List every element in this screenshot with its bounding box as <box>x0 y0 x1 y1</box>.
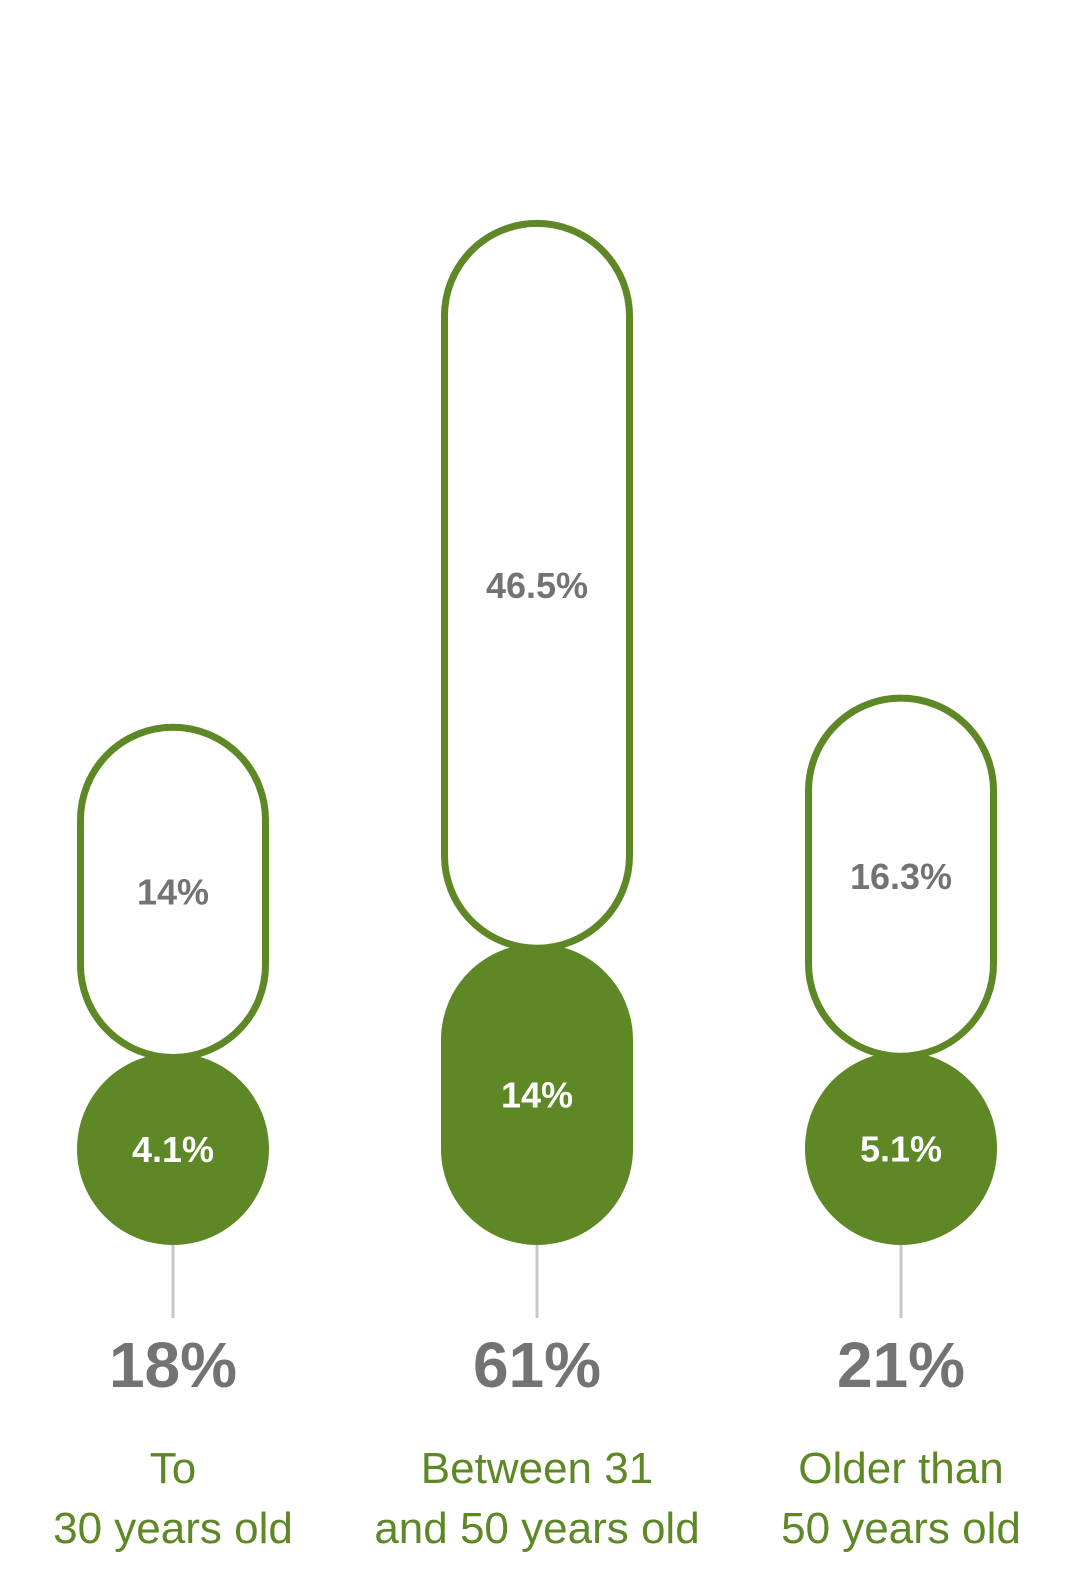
total-label: 18% <box>109 1329 237 1401</box>
filled-pill <box>441 943 633 1245</box>
outline-pill <box>77 723 269 1061</box>
category-label: and 50 years old <box>374 1504 699 1553</box>
category-label: To <box>150 1444 196 1493</box>
filled-value-label: 14% <box>501 1074 573 1115</box>
filled-pill <box>77 1053 269 1245</box>
total-label: 21% <box>837 1329 965 1401</box>
outline-value-label: 16.3% <box>850 856 952 897</box>
outline-value-label: 14% <box>137 871 209 912</box>
category-label: 50 years old <box>781 1504 1021 1553</box>
category-label: 30 years old <box>53 1504 293 1553</box>
outline-pill <box>805 694 997 1060</box>
category-label: Older than <box>798 1444 1003 1493</box>
total-label: 61% <box>473 1329 601 1401</box>
outline-pill <box>441 219 633 952</box>
filled-value-label: 4.1% <box>132 1129 214 1170</box>
filled-value-label: 5.1% <box>860 1128 942 1169</box>
category-label: Between 31 <box>421 1444 653 1493</box>
filled-pill <box>805 1051 997 1245</box>
outline-value-label: 46.5% <box>486 565 588 606</box>
